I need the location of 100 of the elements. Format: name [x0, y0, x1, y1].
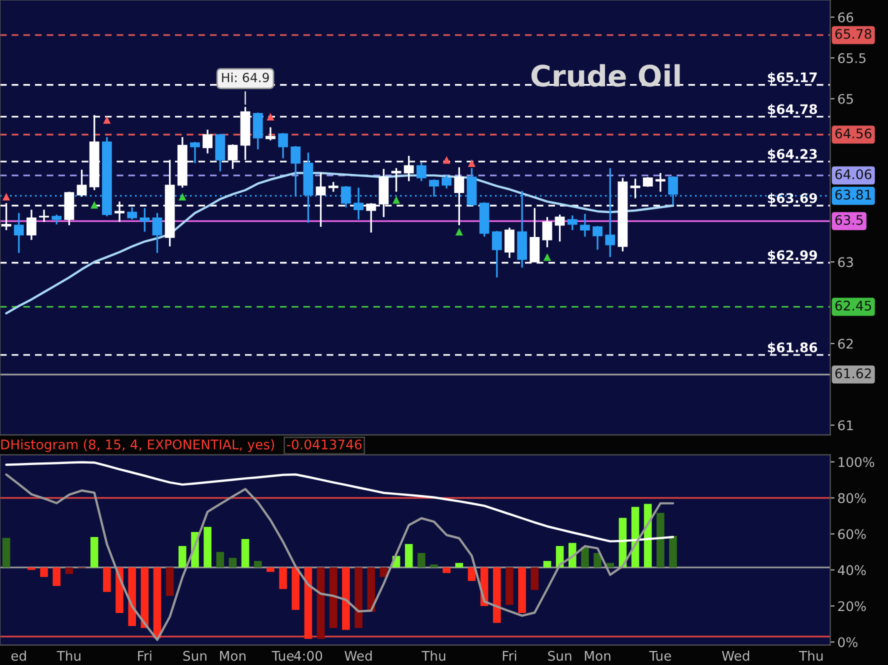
point — [266, 112, 274, 120]
bar — [506, 567, 514, 605]
point — [468, 159, 476, 167]
point — [442, 156, 450, 164]
y-tick-label: 62 — [838, 338, 853, 349]
chart-title: DHistogram (8, 15, 4, EXPONENTIAL, yes) — [1, 439, 274, 452]
point — [455, 228, 463, 236]
ref-line-label: $63.69 — [768, 192, 817, 205]
annotation: Hi: 64.9 — [222, 72, 269, 82]
bar — [468, 567, 476, 581]
bar — [241, 538, 250, 568]
ref-line-label: 62.45 — [835, 300, 872, 311]
bar — [204, 526, 212, 568]
bar — [90, 536, 98, 568]
ref-line-label: 61.62 — [835, 368, 871, 378]
bar — [166, 567, 174, 596]
candlestick — [26, 208, 36, 241]
x-tick-label: Thu — [422, 650, 446, 661]
point — [2, 192, 10, 200]
candlestick — [492, 230, 502, 278]
candlestick — [278, 132, 288, 160]
candlestick — [76, 168, 87, 198]
point — [178, 192, 186, 200]
ref-line-label: 63.5 — [835, 214, 863, 225]
candlestick — [504, 226, 514, 259]
candlestick — [190, 141, 200, 164]
bar — [40, 567, 48, 577]
bar — [342, 567, 350, 630]
x-tick-label: Wed — [344, 650, 372, 661]
bar — [65, 567, 74, 574]
point — [103, 116, 111, 124]
bar — [367, 567, 376, 612]
bar — [354, 567, 362, 628]
bar — [28, 567, 36, 570]
ref-line-label: $61.86 — [768, 342, 818, 354]
bar — [329, 567, 338, 628]
candlestick — [328, 181, 338, 193]
y-tick-label: 20% — [838, 601, 866, 612]
bar — [178, 546, 186, 568]
x-tick-label: Fri — [138, 650, 152, 661]
y-tick-label: 100% — [838, 457, 874, 468]
y-tick-label: 80% — [838, 493, 866, 504]
candlestick — [14, 212, 24, 254]
bar — [140, 567, 149, 628]
line-series — [5, 461, 674, 542]
x-tick-label: ed — [11, 650, 26, 661]
ref-line-label: $65.17 — [768, 72, 817, 84]
x-tick-label: Sun — [183, 650, 206, 661]
candlestick — [266, 126, 276, 142]
x-tick-label: Fri — [502, 650, 516, 661]
bar — [493, 567, 501, 623]
bar — [292, 567, 300, 610]
bar — [316, 567, 325, 639]
x-tick-label: Sun — [548, 650, 572, 661]
candlestick — [554, 214, 565, 242]
ref-line-label: 64.56 — [835, 128, 872, 138]
y-tick-label: 63 — [838, 257, 853, 268]
bar — [2, 538, 10, 568]
text: Crude Oil — [531, 64, 680, 87]
ref-line-label: 64.06 — [835, 169, 872, 180]
x-tick-label: Thu — [56, 650, 80, 661]
y-tick-label: 65.5 — [838, 53, 866, 64]
bar — [530, 567, 539, 590]
bar — [103, 567, 111, 592]
candlestick — [592, 225, 602, 251]
bar — [52, 567, 61, 586]
bar — [418, 553, 426, 568]
x-tick-label: Tue — [272, 651, 294, 661]
candlestick — [656, 172, 666, 193]
bar — [442, 567, 450, 574]
bar — [543, 560, 552, 568]
x-tick-label: 4:00 — [294, 650, 322, 661]
y-tick-label: 0% — [838, 637, 858, 648]
candlestick — [542, 216, 552, 248]
bar — [581, 546, 589, 568]
candlestick — [442, 174, 452, 190]
candlestick — [127, 206, 138, 220]
bar — [404, 544, 413, 568]
candlestick — [52, 214, 62, 226]
y-tick-label: 40% — [838, 565, 866, 576]
ref-line-label: $64.78 — [768, 104, 818, 116]
bar — [228, 558, 237, 568]
x-tick-label: Wed — [722, 650, 750, 661]
x-tick-label: Tue — [649, 651, 672, 661]
candlestick — [580, 212, 590, 238]
bar — [656, 512, 664, 568]
bar — [254, 560, 262, 568]
text: -0.0413746 — [286, 439, 362, 450]
ref-line-label: $62.99 — [768, 250, 817, 262]
candlestick — [39, 208, 49, 223]
bar — [128, 567, 136, 626]
x-tick-label: Mon — [220, 651, 246, 661]
x-tick-label: Mon — [584, 651, 610, 661]
y-tick-label: 66 — [838, 12, 854, 22]
bar — [669, 536, 677, 568]
point — [543, 253, 552, 261]
point — [392, 196, 400, 204]
y-tick-label: 61 — [838, 420, 853, 430]
bar — [455, 562, 464, 568]
bar — [266, 567, 274, 572]
